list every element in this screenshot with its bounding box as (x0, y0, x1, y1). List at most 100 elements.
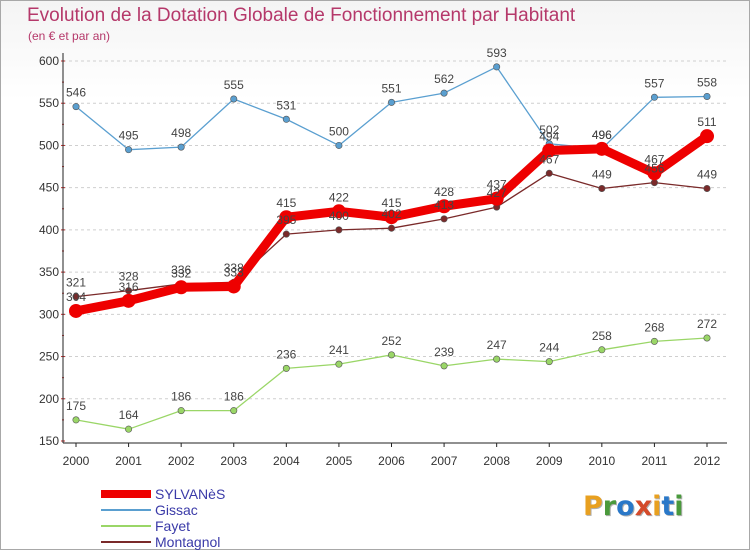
grid-lines (63, 60, 727, 400)
data-label-montagnol: 413 (434, 198, 454, 212)
data-label-sylvans: 467 (644, 152, 664, 166)
x-tick-label: 2011 (642, 454, 668, 468)
data-label-gissac: 500 (329, 124, 349, 138)
data-label-montagnol: 400 (329, 209, 349, 223)
data-label-gissac: 496 (592, 128, 612, 142)
axes: 150 200 250 300 350 400 450 500 550 600 2000 2001 20… (39, 53, 727, 468)
data-point-montagnol (545, 169, 553, 177)
x-tick-label: 2008 (483, 454, 510, 468)
data-label-gissac: 558 (697, 75, 717, 89)
data-point-sylvans (647, 166, 662, 181)
legend-swatch-sylvanes (101, 490, 151, 498)
data-label-fayet: 272 (697, 317, 717, 331)
data-point-sylvans (69, 303, 83, 318)
data-point-montagnol (650, 179, 658, 187)
data-label-montagnol: 427 (487, 186, 507, 200)
data-label-gissac: 498 (171, 126, 191, 140)
data-point-gissac (387, 98, 395, 106)
logo-letter: P (583, 491, 603, 522)
x-tick-label: 2007 (431, 454, 458, 468)
x-tick-label: 2003 (220, 454, 247, 468)
legend-item-fayet: Fayet (101, 518, 341, 534)
x-tick-label: 2010 (588, 454, 615, 468)
legend-label-sylvanes: SYLVANèS (155, 486, 226, 502)
y-tick-label: 400 (39, 223, 59, 237)
data-point-fayet (598, 346, 606, 354)
data-point-montagnol (72, 293, 80, 301)
data-point-fayet (177, 407, 185, 415)
y-tick-label: 500 (39, 138, 59, 152)
data-label-fayet: 244 (539, 341, 559, 355)
data-point-sylvans (489, 191, 504, 206)
data-point-montagnol (282, 230, 290, 238)
y-tick-label: 250 (39, 350, 59, 364)
data-label-sylvans: 333 (224, 265, 244, 279)
data-point-gissac (440, 89, 448, 97)
data-point-montagnol (703, 185, 711, 193)
data-point-fayet (440, 362, 448, 370)
legend-label-montagnol: Montagnol (155, 534, 221, 550)
data-label-sylvans: 332 (171, 266, 191, 280)
data-label-sylvans: 316 (119, 280, 139, 294)
data-label-fayet: 252 (381, 334, 401, 348)
data-point-sylvans (174, 280, 189, 295)
data-label-fayet: 236 (276, 347, 296, 361)
x-tick-label: 2005 (326, 454, 353, 468)
data-label-sylvans: 437 (487, 178, 507, 192)
proxiti-logo: Proxiti (583, 491, 684, 522)
data-label-montagnol: 449 (592, 168, 612, 182)
data-point-fayet (703, 334, 711, 342)
x-tick-label: 2001 (115, 454, 142, 468)
data-label-montagnol: 395 (276, 213, 296, 227)
data-point-gissac (72, 103, 80, 111)
data-point-sylvans (700, 129, 714, 144)
data-label-sylvans: 496 (592, 128, 612, 142)
data-label-fayet: 186 (171, 390, 191, 404)
data-label-montagnol: 321 (66, 276, 86, 290)
legend-item-montagnol: Montagnol (101, 534, 341, 550)
data-label-sylvans: 415 (276, 196, 296, 210)
data-point-gissac (177, 143, 185, 151)
data-point-fayet (230, 407, 238, 415)
y-tick-label: 300 (39, 307, 59, 321)
y-tick-label: 450 (39, 181, 59, 195)
data-point-gissac (335, 141, 343, 149)
data-label-sylvans: 428 (434, 185, 454, 199)
data-point-gissac (493, 63, 501, 71)
x-tick-label: 2002 (168, 454, 195, 468)
data-label-fayet: 175 (66, 399, 86, 413)
legend-swatch-gissac (101, 509, 151, 511)
data-point-sylvans (594, 141, 609, 156)
data-point-sylvans (437, 199, 452, 214)
logo-letter: r (602, 491, 617, 522)
y-tick-label: 150 (39, 434, 59, 448)
y-tick-label: 200 (39, 392, 59, 406)
data-label-gissac: 502 (539, 123, 559, 137)
data-point-gissac (125, 146, 133, 154)
data-point-fayet (387, 351, 395, 359)
data-label-montagnol: 328 (119, 270, 139, 284)
legend: SYLVANèS Gissac Fayet Montagnol (101, 486, 341, 550)
data-label-fayet: 164 (119, 408, 139, 422)
data-label-sylvans: 494 (539, 130, 559, 144)
x-tick-label: 2000 (63, 454, 90, 468)
data-label-sylvans: 415 (381, 196, 401, 210)
data-label-fayet: 239 (434, 345, 454, 359)
data-label-gissac: 546 (66, 86, 86, 100)
data-point-sylvans (384, 210, 399, 225)
data-point-fayet (72, 416, 80, 424)
data-label-sylvans: 422 (329, 190, 349, 204)
data-point-montagnol (387, 224, 395, 232)
chart-subtitle: (en € et par an) (28, 29, 111, 43)
data-point-gissac (230, 95, 238, 103)
data-label-montagnol: 338 (224, 261, 244, 275)
x-tick-label: 2009 (536, 454, 563, 468)
y-tick-label: 550 (39, 96, 59, 110)
logo-letter: t (661, 491, 675, 522)
x-tick-label: 2004 (273, 454, 300, 468)
logo-letter: o (616, 491, 635, 522)
data-label-fayet: 186 (224, 390, 244, 404)
data-label-sylvans: 304 (66, 290, 86, 304)
data-point-montagnol (598, 185, 606, 193)
